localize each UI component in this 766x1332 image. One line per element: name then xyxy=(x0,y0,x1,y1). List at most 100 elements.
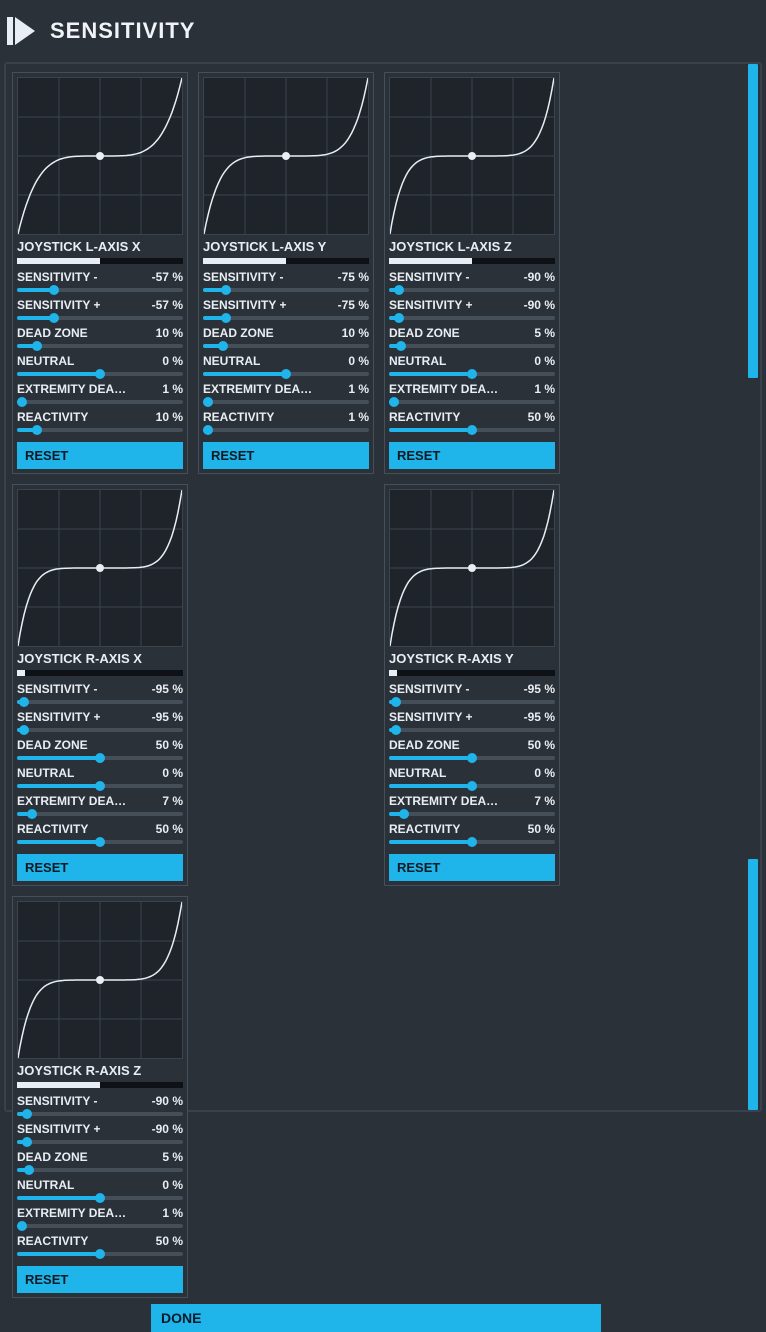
slider-track[interactable] xyxy=(389,400,555,404)
slider-track[interactable] xyxy=(203,372,369,376)
slider-neutral[interactable]: NEUTRAL 0 % xyxy=(17,1178,183,1200)
slider-sens_plus[interactable]: SENSITIVITY + -95 % xyxy=(389,710,555,732)
slider-track[interactable] xyxy=(389,372,555,376)
slider-track[interactable] xyxy=(17,1168,183,1172)
slider-reactivity[interactable]: REACTIVITY 10 % xyxy=(17,410,183,432)
slider-track[interactable] xyxy=(17,840,183,844)
slider-track[interactable] xyxy=(203,288,369,292)
slider-dead_zone[interactable]: DEAD ZONE 5 % xyxy=(17,1150,183,1172)
slider-ext_dead[interactable]: EXTREMITY DEAD … 1 % xyxy=(17,1206,183,1228)
scrollbar[interactable] xyxy=(748,64,758,1110)
slider-ext_dead[interactable]: EXTREMITY DEAD … 7 % xyxy=(17,794,183,816)
slider-reactivity[interactable]: REACTIVITY 50 % xyxy=(389,410,555,432)
slider-label: EXTREMITY DEAD … xyxy=(389,382,499,396)
slider-label: SENSITIVITY + xyxy=(389,710,472,724)
slider-track[interactable] xyxy=(17,400,183,404)
reset-button[interactable]: RESET xyxy=(17,442,183,469)
slider-value: 0 % xyxy=(162,354,183,368)
slider-track[interactable] xyxy=(389,784,555,788)
slider-ext_dead[interactable]: EXTREMITY DEAD … 1 % xyxy=(17,382,183,404)
slider-value: 5 % xyxy=(534,326,555,340)
slider-reactivity[interactable]: REACTIVITY 50 % xyxy=(17,1234,183,1256)
response-curve-chart xyxy=(17,489,183,647)
reset-button[interactable]: RESET xyxy=(17,854,183,881)
slider-neutral[interactable]: NEUTRAL 0 % xyxy=(203,354,369,376)
slider-track[interactable] xyxy=(17,1196,183,1200)
slider-ext_dead[interactable]: EXTREMITY DEAD … 1 % xyxy=(203,382,369,404)
slider-sens_minus[interactable]: SENSITIVITY - -95 % xyxy=(389,682,555,704)
slider-track[interactable] xyxy=(389,288,555,292)
slider-track[interactable] xyxy=(389,344,555,348)
reset-button[interactable]: RESET xyxy=(389,854,555,881)
slider-track[interactable] xyxy=(17,756,183,760)
slider-sens_minus[interactable]: SENSITIVITY - -75 % xyxy=(203,270,369,292)
slider-track[interactable] xyxy=(389,756,555,760)
slider-dead_zone[interactable]: DEAD ZONE 50 % xyxy=(389,738,555,760)
slider-sens_plus[interactable]: SENSITIVITY + -90 % xyxy=(389,298,555,320)
slider-ext_dead[interactable]: EXTREMITY DEAD … 1 % xyxy=(389,382,555,404)
slider-track[interactable] xyxy=(389,728,555,732)
reset-button[interactable]: RESET xyxy=(203,442,369,469)
slider-label: DEAD ZONE xyxy=(203,326,274,340)
main-frame: JOYSTICK L-AXIS X SENSITIVITY - -57 % SE… xyxy=(4,62,762,1112)
slider-sens_minus[interactable]: SENSITIVITY - -95 % xyxy=(17,682,183,704)
slider-reactivity[interactable]: REACTIVITY 50 % xyxy=(389,822,555,844)
slider-track[interactable] xyxy=(17,1224,183,1228)
slider-ext_dead[interactable]: EXTREMITY DEAD … 7 % xyxy=(389,794,555,816)
reset-button[interactable]: RESET xyxy=(17,1266,183,1293)
slider-reactivity[interactable]: REACTIVITY 1 % xyxy=(203,410,369,432)
axis-name: JOYSTICK R-AXIS Z xyxy=(17,1063,183,1078)
slider-value: -57 % xyxy=(152,298,183,312)
slider-sens_plus[interactable]: SENSITIVITY + -90 % xyxy=(17,1122,183,1144)
slider-neutral[interactable]: NEUTRAL 0 % xyxy=(389,354,555,376)
done-button[interactable]: DONE xyxy=(151,1304,601,1332)
slider-track[interactable] xyxy=(389,812,555,816)
slider-dead_zone[interactable]: DEAD ZONE 5 % xyxy=(389,326,555,348)
slider-sens_plus[interactable]: SENSITIVITY + -57 % xyxy=(17,298,183,320)
slider-reactivity[interactable]: REACTIVITY 50 % xyxy=(17,822,183,844)
slider-label: REACTIVITY xyxy=(203,410,274,424)
slider-track[interactable] xyxy=(389,840,555,844)
slider-track[interactable] xyxy=(17,784,183,788)
slider-neutral[interactable]: NEUTRAL 0 % xyxy=(389,766,555,788)
slider-dead_zone[interactable]: DEAD ZONE 50 % xyxy=(17,738,183,760)
slider-dead_zone[interactable]: DEAD ZONE 10 % xyxy=(203,326,369,348)
slider-track[interactable] xyxy=(17,344,183,348)
chevron-right-icon[interactable] xyxy=(4,12,42,50)
slider-track[interactable] xyxy=(17,372,183,376)
slider-neutral[interactable]: NEUTRAL 0 % xyxy=(17,766,183,788)
slider-sens_minus[interactable]: SENSITIVITY - -57 % xyxy=(17,270,183,292)
response-curve-chart xyxy=(17,77,183,235)
slider-sens_plus[interactable]: SENSITIVITY + -95 % xyxy=(17,710,183,732)
slider-value: -57 % xyxy=(152,270,183,284)
slider-value: -95 % xyxy=(152,710,183,724)
slider-sens_minus[interactable]: SENSITIVITY - -90 % xyxy=(17,1094,183,1116)
slider-track[interactable] xyxy=(203,316,369,320)
page-title: SENSITIVITY xyxy=(50,18,195,44)
slider-label: NEUTRAL xyxy=(17,354,74,368)
slider-track[interactable] xyxy=(17,288,183,292)
slider-dead_zone[interactable]: DEAD ZONE 10 % xyxy=(17,326,183,348)
slider-value: -75 % xyxy=(338,298,369,312)
slider-track[interactable] xyxy=(203,428,369,432)
slider-track[interactable] xyxy=(389,316,555,320)
reset-button[interactable]: RESET xyxy=(389,442,555,469)
slider-track[interactable] xyxy=(17,316,183,320)
slider-track[interactable] xyxy=(17,728,183,732)
slider-track[interactable] xyxy=(203,400,369,404)
slider-track[interactable] xyxy=(17,812,183,816)
slider-neutral[interactable]: NEUTRAL 0 % xyxy=(17,354,183,376)
slider-track[interactable] xyxy=(17,1140,183,1144)
slider-track[interactable] xyxy=(389,428,555,432)
slider-label: REACTIVITY xyxy=(17,1234,88,1248)
slider-track[interactable] xyxy=(17,1112,183,1116)
slider-track[interactable] xyxy=(203,344,369,348)
slider-sens_minus[interactable]: SENSITIVITY - -90 % xyxy=(389,270,555,292)
slider-sens_plus[interactable]: SENSITIVITY + -75 % xyxy=(203,298,369,320)
slider-track[interactable] xyxy=(389,700,555,704)
scroll-area: JOYSTICK L-AXIS X SENSITIVITY - -57 % SE… xyxy=(6,64,746,1110)
axis-position-bar xyxy=(17,1082,183,1088)
slider-track[interactable] xyxy=(17,1252,183,1256)
slider-track[interactable] xyxy=(17,700,183,704)
slider-track[interactable] xyxy=(17,428,183,432)
